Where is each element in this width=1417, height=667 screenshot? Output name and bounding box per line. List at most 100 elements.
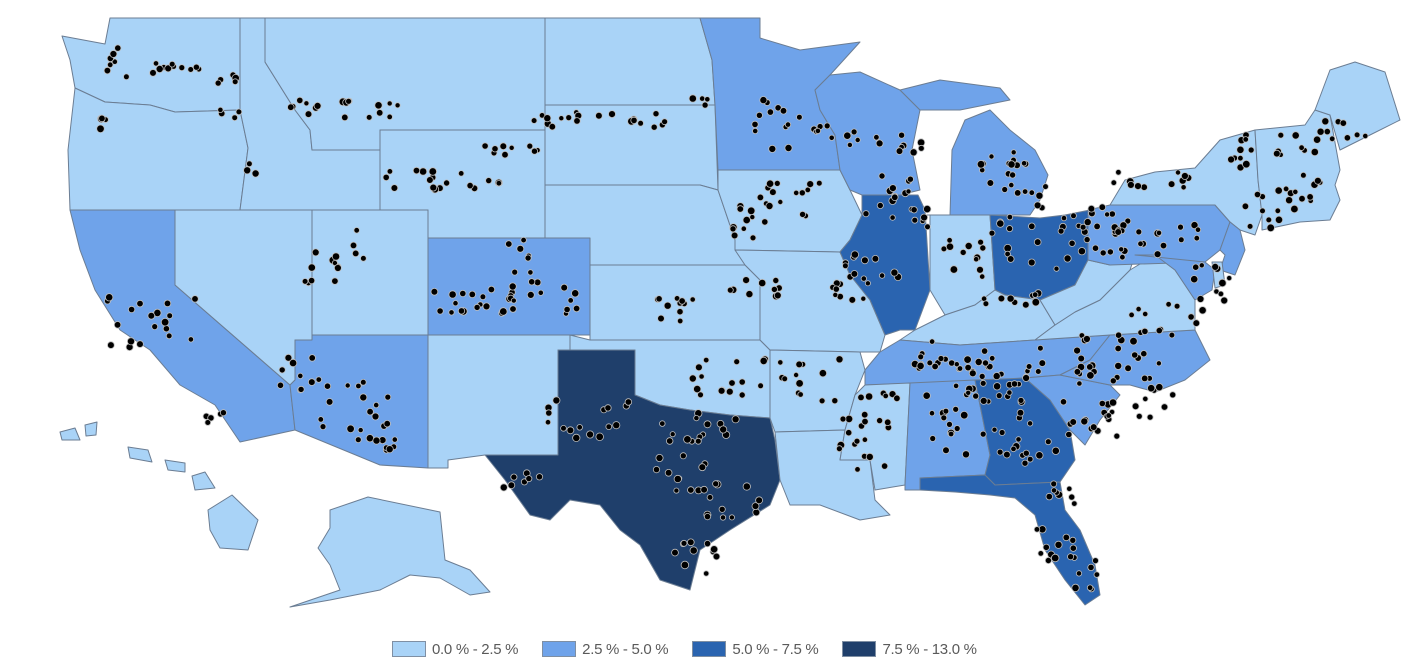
location-marker [207, 414, 215, 422]
location-marker [1196, 295, 1205, 303]
location-marker [995, 392, 1003, 400]
location-marker [308, 354, 316, 362]
location-marker [1274, 186, 1283, 195]
location-marker [1083, 218, 1092, 227]
location-marker [770, 285, 778, 293]
state-NJ[interactable] [1219, 221, 1246, 276]
location-marker [1105, 412, 1112, 419]
location-marker [373, 401, 380, 409]
location-marker [1066, 485, 1073, 492]
location-marker [162, 325, 170, 333]
location-marker [652, 465, 661, 474]
state-HI[interactable] [59, 421, 259, 551]
location-marker [1109, 377, 1117, 385]
location-marker [1042, 543, 1050, 551]
location-marker [928, 338, 936, 345]
location-marker [862, 210, 870, 218]
location-marker [909, 148, 918, 157]
state-KS[interactable] [589, 264, 761, 341]
location-marker [428, 167, 437, 176]
state-NC[interactable] [1059, 329, 1211, 393]
state-NE_REGION[interactable] [1254, 109, 1341, 231]
location-marker [905, 188, 912, 195]
state-ND[interactable] [544, 17, 716, 106]
state-ME[interactable] [1314, 61, 1401, 151]
location-marker [978, 372, 986, 380]
location-marker [383, 420, 391, 428]
location-marker [1140, 183, 1148, 191]
location-marker [857, 393, 865, 402]
location-marker [1129, 337, 1138, 346]
location-marker [889, 214, 896, 221]
location-marker [733, 358, 741, 366]
location-marker [671, 548, 679, 557]
location-marker [1033, 526, 1041, 533]
legend-label: 7.5 % - 13.0 % [882, 640, 977, 658]
state-AK[interactable] [289, 496, 491, 608]
location-marker [1124, 217, 1132, 225]
location-marker [844, 414, 854, 423]
location-marker [992, 372, 1001, 381]
location-marker [315, 376, 322, 383]
location-marker [953, 361, 960, 368]
location-marker [459, 289, 467, 298]
location-marker [860, 295, 867, 302]
location-marker [891, 193, 899, 201]
location-marker [481, 142, 489, 150]
state-FL[interactable] [919, 474, 1101, 606]
location-marker [1092, 557, 1099, 564]
location-marker [107, 341, 115, 349]
location-marker [673, 474, 682, 484]
state-UT[interactable] [311, 209, 429, 336]
location-marker [353, 227, 360, 234]
location-marker [1010, 380, 1019, 388]
state-WI[interactable] [814, 71, 921, 196]
location-marker [693, 414, 700, 422]
location-marker [1067, 553, 1075, 561]
location-marker [526, 142, 534, 150]
location-marker [1089, 423, 1098, 431]
location-marker [1033, 238, 1042, 246]
location-marker [876, 417, 884, 425]
location-marker [448, 290, 457, 299]
location-marker [942, 407, 950, 415]
location-marker [499, 142, 508, 151]
location-marker [360, 255, 367, 262]
location-marker [495, 179, 503, 187]
location-marker [1253, 190, 1262, 199]
location-marker [878, 272, 886, 279]
state-TX[interactable] [484, 349, 781, 591]
location-marker [1108, 398, 1118, 407]
location-marker [352, 249, 360, 258]
location-marker [948, 359, 956, 367]
location-marker [284, 353, 293, 362]
location-marker [845, 429, 853, 437]
location-marker [1031, 298, 1040, 307]
location-marker [376, 109, 384, 117]
location-marker [1237, 154, 1244, 162]
location-marker [1006, 225, 1014, 233]
location-marker [1069, 544, 1077, 552]
location-marker [1265, 216, 1273, 224]
location-marker [861, 436, 869, 443]
location-marker [712, 480, 720, 488]
location-marker [982, 359, 990, 367]
state-NM[interactable] [427, 334, 571, 469]
location-marker [1025, 363, 1033, 370]
location-marker [1038, 359, 1047, 367]
location-marker [1140, 374, 1149, 383]
location-marker [742, 216, 751, 225]
location-marker [689, 546, 698, 555]
location-marker [1290, 204, 1299, 214]
location-marker [1028, 222, 1036, 230]
location-marker [1054, 540, 1063, 549]
location-marker [795, 360, 803, 369]
location-marker [694, 437, 702, 445]
location-marker [374, 101, 383, 110]
location-marker [296, 96, 304, 105]
location-marker [706, 494, 714, 501]
location-marker [231, 78, 239, 85]
location-marker [1277, 131, 1285, 139]
location-marker [796, 113, 803, 121]
location-marker [630, 116, 638, 125]
